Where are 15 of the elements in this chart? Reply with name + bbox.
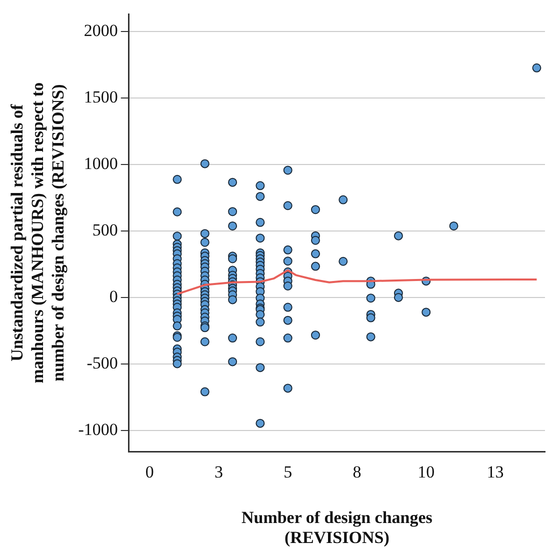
x-tick-label: 8 xyxy=(352,462,362,482)
x-tick-label: 5 xyxy=(284,462,292,482)
y-tick-label: 1500 xyxy=(84,87,118,106)
y-tick-label: 0 xyxy=(109,286,118,306)
y-tick-label: 500 xyxy=(92,220,118,240)
x-tick-label: 0 xyxy=(145,462,154,482)
x-tick-label: 10 xyxy=(418,462,435,482)
y-tick-label: 1000 xyxy=(84,154,118,173)
x-tick-label: 3 xyxy=(214,462,223,482)
x-axis-title: Number of design changes (REVISIONS) xyxy=(241,508,433,548)
x-tick-label: 13 xyxy=(486,462,504,482)
y-tick-label: -1000 xyxy=(78,420,118,439)
y-axis-title: Unstandardized partial residuals of manhours (MANHOURS) with respect to number of design changes (REVISIONS) xyxy=(8,82,68,384)
y-tick-label: -500 xyxy=(86,353,118,372)
y-tick-label: 2000 xyxy=(84,20,118,40)
